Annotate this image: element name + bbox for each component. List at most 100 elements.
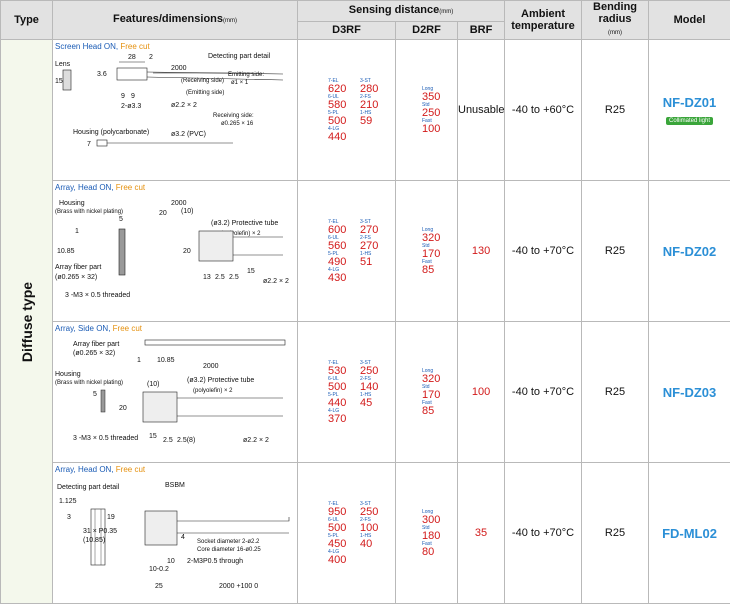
dimension-drawing: Lens 28 2 Detecting part detail 2000 15 … bbox=[53, 52, 297, 180]
svg-text:13: 13 bbox=[203, 274, 211, 281]
svg-text:10-0.2: 10-0.2 bbox=[149, 566, 169, 573]
model-cell: FD-ML02 bbox=[649, 463, 730, 604]
brf-cell: 130 bbox=[458, 181, 505, 322]
svg-text:(10): (10) bbox=[181, 208, 193, 215]
svg-text:9: 9 bbox=[131, 93, 135, 100]
model-cell: NF-DZ02 bbox=[649, 181, 730, 322]
svg-text:ø2.2 × 2: ø2.2 × 2 bbox=[171, 102, 197, 109]
table-row: Array, Head ON, Free cut Housing (Brass … bbox=[1, 181, 730, 322]
header-sensing: Sensing distance(mm) bbox=[298, 1, 505, 22]
model-name: NF-DZ01 bbox=[663, 95, 716, 110]
dimension-drawing: Housing (Brass with nickel plating) 2000… bbox=[53, 193, 297, 321]
svg-text:2.5: 2.5 bbox=[163, 437, 173, 444]
features-cell: Array, Head ON, Free cut Detecting part … bbox=[53, 463, 298, 604]
svg-text:(ø0.265 × 32): (ø0.265 × 32) bbox=[55, 274, 97, 281]
svg-text:5: 5 bbox=[119, 216, 123, 223]
features-cell: Array, Side ON, Free cut Array fiber par… bbox=[53, 322, 298, 463]
brf-cell: Unusable bbox=[458, 40, 505, 181]
svg-text:15: 15 bbox=[55, 78, 63, 85]
svg-text:(Brass with nickel plating): (Brass with nickel plating) bbox=[55, 209, 123, 215]
header-d2rf: D2RF bbox=[396, 21, 458, 39]
svg-text:10.85: 10.85 bbox=[57, 248, 75, 255]
svg-text:Housing: Housing bbox=[55, 371, 81, 378]
svg-text:1.125: 1.125 bbox=[59, 498, 77, 505]
svg-text:Socket diameter 2-ø2.2: Socket diameter 2-ø2.2 bbox=[197, 539, 260, 545]
svg-text:ø2.2 × 2: ø2.2 × 2 bbox=[263, 278, 289, 285]
svg-text:2000: 2000 bbox=[171, 200, 187, 207]
dimension-drawing: Detecting part detail BSBM 1.125 3 19 31… bbox=[53, 475, 297, 603]
svg-text:3 -M3 × 0.5 threaded: 3 -M3 × 0.5 threaded bbox=[73, 435, 138, 442]
svg-text:2000 +100 0: 2000 +100 0 bbox=[219, 583, 258, 590]
type-label: Diffuse type bbox=[19, 281, 35, 361]
svg-text:2.5: 2.5 bbox=[229, 274, 239, 281]
svg-text:15: 15 bbox=[149, 433, 157, 440]
header-model: Model bbox=[649, 1, 730, 40]
svg-text:3: 3 bbox=[67, 514, 71, 521]
svg-text:7: 7 bbox=[87, 141, 91, 148]
svg-text:Housing: Housing bbox=[59, 200, 85, 207]
bending-cell: R25 bbox=[582, 40, 649, 181]
svg-text:Core diameter 16-ø0.25: Core diameter 16-ø0.25 bbox=[197, 547, 261, 553]
svg-text:(polyolefin) × 2: (polyolefin) × 2 bbox=[193, 388, 233, 394]
features-cell: Screen Head ON, Free cut Lens 28 2 Detec… bbox=[53, 40, 298, 181]
bending-cell: R25 bbox=[582, 181, 649, 322]
svg-text:10: 10 bbox=[167, 558, 175, 565]
svg-text:20: 20 bbox=[183, 248, 191, 255]
svg-text:2000: 2000 bbox=[171, 65, 187, 72]
svg-text:20: 20 bbox=[119, 405, 127, 412]
features-cell: Array, Head ON, Free cut Housing (Brass … bbox=[53, 181, 298, 322]
ambient-cell: -40 to +70°C bbox=[505, 181, 582, 322]
svg-text:4: 4 bbox=[181, 534, 185, 541]
svg-text:1: 1 bbox=[137, 357, 141, 364]
header-bending: Bending radius(mm) bbox=[582, 1, 649, 40]
header-ambient: Ambient temperature bbox=[505, 1, 582, 40]
svg-text:Array fiber part: Array fiber part bbox=[55, 264, 101, 271]
svg-text:5: 5 bbox=[93, 391, 97, 398]
svg-text:(ø3.2) Protective tube: (ø3.2) Protective tube bbox=[187, 377, 254, 384]
svg-text:3.6: 3.6 bbox=[97, 71, 107, 78]
bending-cell: R25 bbox=[582, 322, 649, 463]
svg-text:(ø0.265 × 32): (ø0.265 × 32) bbox=[73, 350, 115, 357]
ambient-cell: -40 to +60°C bbox=[505, 40, 582, 181]
brf-cell: 35 bbox=[458, 463, 505, 604]
svg-text:9: 9 bbox=[121, 93, 125, 100]
dimension-drawing: Array fiber part (ø0.265 × 32) 1 10.85 2… bbox=[53, 334, 297, 462]
svg-text:ø0.265 × 16: ø0.265 × 16 bbox=[221, 121, 254, 127]
ambient-cell: -40 to +70°C bbox=[505, 463, 582, 604]
collimated-badge: Collimated light bbox=[666, 117, 713, 125]
model-cell: NF-DZ03 bbox=[649, 322, 730, 463]
svg-text:2.5(8): 2.5(8) bbox=[177, 437, 195, 444]
table-row: Array, Side ON, Free cut Array fiber par… bbox=[1, 322, 730, 463]
svg-text:25: 25 bbox=[155, 583, 163, 590]
svg-text:20: 20 bbox=[159, 210, 167, 217]
bending-cell: R25 bbox=[582, 463, 649, 604]
svg-text:19: 19 bbox=[107, 514, 115, 521]
ambient-cell: -40 to +70°C bbox=[505, 322, 582, 463]
svg-text:2: 2 bbox=[149, 54, 153, 61]
svg-text:Housing (polycarbonate): Housing (polycarbonate) bbox=[73, 129, 149, 136]
svg-text:3 -M3 × 0.5 threaded: 3 -M3 × 0.5 threaded bbox=[65, 292, 130, 299]
svg-text:Receiving side:: Receiving side: bbox=[213, 113, 254, 119]
svg-text:BSBM: BSBM bbox=[165, 482, 185, 489]
svg-text:Detecting part detail: Detecting part detail bbox=[208, 53, 271, 60]
type-cell: Diffuse type bbox=[1, 40, 53, 604]
header-features: Features/dimensions(mm) bbox=[53, 1, 298, 40]
header-type: Type bbox=[1, 1, 53, 40]
model-cell: NF-DZ01 Collimated light bbox=[649, 40, 730, 181]
brf-cell: 100 bbox=[458, 322, 505, 463]
svg-text:(Brass with nickel plating): (Brass with nickel plating) bbox=[55, 380, 123, 386]
svg-text:(10): (10) bbox=[147, 381, 159, 388]
svg-text:ø1 × 1: ø1 × 1 bbox=[231, 80, 249, 86]
svg-text:2000: 2000 bbox=[203, 363, 219, 370]
svg-text:Detecting part detail: Detecting part detail bbox=[57, 484, 120, 491]
svg-text:2-ø3.3: 2-ø3.3 bbox=[121, 103, 141, 110]
svg-text:31 × P0.35: 31 × P0.35 bbox=[83, 528, 117, 535]
header-d3rf: D3RF bbox=[298, 21, 396, 39]
svg-text:1: 1 bbox=[75, 228, 79, 235]
